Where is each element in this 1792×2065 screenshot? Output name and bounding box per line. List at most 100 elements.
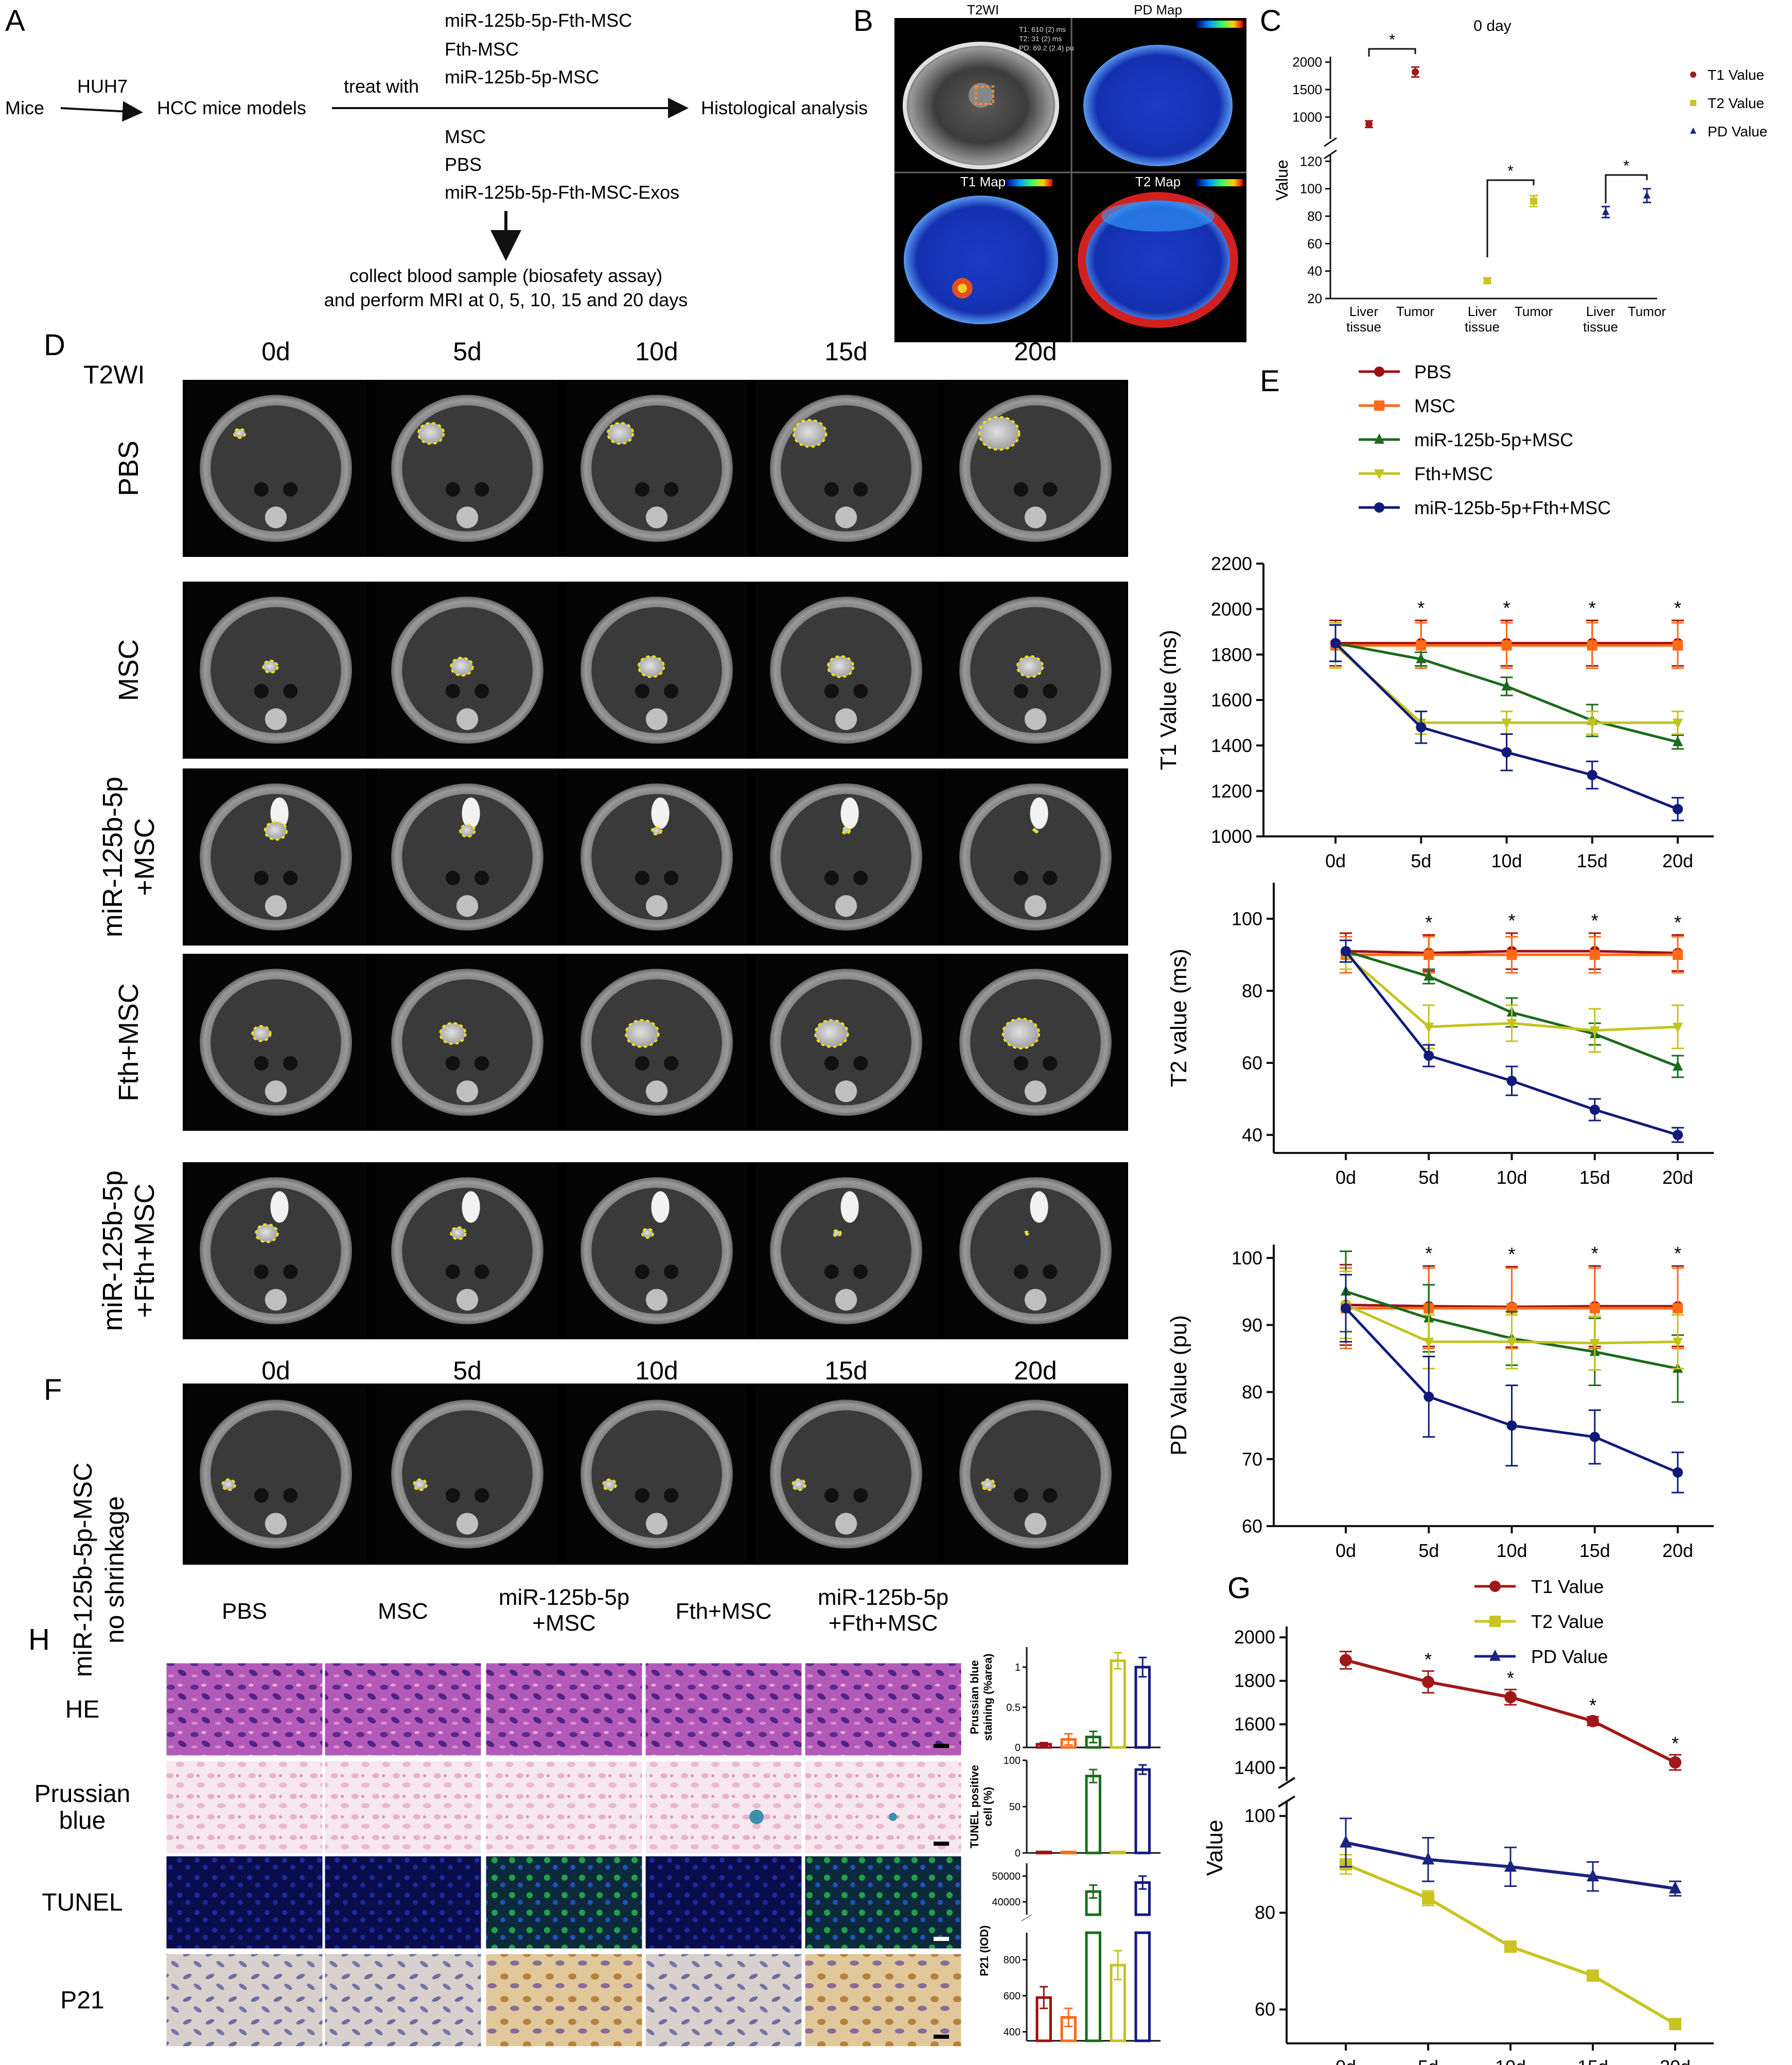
data-point	[1424, 970, 1434, 981]
tumor-outline	[1002, 1018, 1041, 1049]
mri-spine	[835, 708, 857, 730]
significance-star: *	[1591, 1243, 1598, 1264]
data-point	[1589, 1303, 1600, 1314]
mri-spine	[265, 708, 287, 730]
workflow-collect-2: and perform MRI at 0, 5, 10, 15 and 20 d…	[324, 289, 688, 310]
data-point	[1673, 804, 1683, 814]
y-axis-label: cell (%)	[981, 1787, 994, 1826]
mri-interior	[210, 1187, 341, 1314]
mri-dark-spot	[1013, 482, 1028, 497]
mri-interior	[402, 1187, 533, 1314]
legend-label: miR-125b-5p+MSC	[1414, 429, 1573, 450]
y-tick-label: 80	[1255, 1902, 1275, 1923]
mri-bright-organ	[840, 797, 859, 829]
significance-star: *	[1503, 597, 1510, 618]
mri-readout-t2: T2: 31 (2) ms	[1019, 34, 1062, 43]
mri-readout-pd: PD: 69.2 (2.4) pu	[1019, 44, 1074, 52]
data-point	[1365, 120, 1373, 128]
data-point	[1506, 1337, 1517, 1348]
legend-label: T1 Value	[1531, 1576, 1604, 1597]
chart-h-p21: 40000 50000 400 600 800 P21 (IOD)	[978, 1863, 1161, 2042]
y-tick-label: 100	[1004, 1755, 1021, 1766]
data-point	[1340, 1654, 1352, 1667]
mri-interior	[781, 794, 911, 920]
mri-dark-spot	[824, 870, 839, 885]
mri-spine	[1024, 506, 1047, 529]
tumor-outline	[814, 1019, 849, 1048]
mri-dark-spot	[635, 1488, 649, 1503]
bar	[1085, 1775, 1101, 1854]
data-point	[1506, 1019, 1517, 1029]
histology-grid	[165, 1661, 963, 2048]
histology-tile	[165, 1952, 324, 2048]
significance-star: *	[1672, 1732, 1679, 1754]
mri-dark-spot	[664, 482, 679, 497]
x-tick-label: Tumor	[1396, 304, 1434, 319]
x-tick-label: tissue	[1465, 319, 1500, 335]
histology-row-label: Prussian	[34, 1780, 131, 1808]
row-label-line: MSC	[113, 639, 144, 701]
tumor	[234, 429, 245, 438]
data-point	[1506, 1303, 1517, 1314]
x-tick-label: 5d	[1418, 1540, 1439, 1561]
tumor-outline	[832, 1229, 842, 1237]
histology-tile	[803, 1952, 963, 2048]
mri-bright-organ	[462, 797, 480, 829]
workflow-diagram: Mice HUH7 HCC mice models treat with His…	[5, 10, 868, 310]
data-point	[1424, 950, 1434, 960]
legend-label: PBS	[1414, 361, 1451, 382]
mri-dark-spot	[635, 684, 649, 698]
data-point	[1424, 1337, 1434, 1348]
y-tick-label: 50000	[992, 1871, 1021, 1882]
x-tick-label: 0d	[1325, 850, 1346, 871]
mri-dark-spot	[824, 1488, 839, 1503]
legend-marker	[1690, 127, 1696, 134]
mri-interior	[591, 1187, 722, 1314]
tumor	[603, 1479, 616, 1490]
mri-dark-spot	[1043, 1264, 1058, 1279]
mri-dark-spot	[283, 1056, 298, 1071]
significance-star: *	[1425, 1243, 1432, 1264]
panel-letter-f: F	[44, 1373, 62, 1407]
row-label: miR-125b-5p +MSC	[97, 777, 160, 937]
tumor-outline	[263, 820, 288, 841]
scale-bar	[934, 1842, 949, 1846]
significance-star: *	[1417, 597, 1425, 618]
mri-spine	[265, 1080, 287, 1102]
bar	[1134, 1666, 1151, 1749]
workflow-group-top-2: Fth-MSC	[445, 39, 519, 60]
tumor	[252, 1026, 271, 1041]
y-tick-label: 1000	[1292, 109, 1322, 125]
tumor	[256, 1224, 278, 1242]
mri-spine	[1024, 1080, 1047, 1102]
y-tick-label: 1	[1015, 1662, 1021, 1673]
mri-spine	[645, 1513, 668, 1535]
data-point	[1501, 680, 1512, 691]
workflow-collect-1: collect blood sample (biosafety assay)	[349, 265, 662, 286]
tumor	[265, 821, 287, 840]
data-point	[1416, 653, 1427, 663]
axis-break	[1324, 137, 1337, 147]
no-shrinkage-label-line2: no shrinkage	[100, 1496, 129, 1643]
panel-letter-a: A	[5, 4, 25, 38]
significance-star: *	[1589, 1694, 1596, 1716]
data-point	[1669, 1756, 1681, 1769]
x-tick-label: Tumor	[1628, 304, 1666, 319]
data-point	[1643, 191, 1650, 199]
mri-bright-organ	[651, 1191, 670, 1223]
x-tick-label: 10d	[1496, 1167, 1527, 1188]
mri-dark-spot	[254, 1056, 269, 1071]
tumor-outline	[255, 1223, 279, 1244]
significance-star: *	[1591, 910, 1598, 931]
mri-dark-spot	[254, 482, 269, 497]
mri-dark-spot	[853, 870, 868, 885]
tumor	[222, 1479, 235, 1490]
y-axis-label: PD Value (pu)	[1166, 1315, 1191, 1456]
x-tick-label: 15d	[1577, 2056, 1608, 2065]
mri-bright-organ	[1030, 1191, 1048, 1223]
mri-readout-t1: T1: 610 (2) ms	[1019, 25, 1066, 33]
tumor-outline	[602, 1478, 617, 1491]
histology-tile	[323, 1952, 483, 2048]
mri-interior	[591, 979, 722, 1106]
y-tick-label: 60	[1255, 1999, 1275, 2020]
